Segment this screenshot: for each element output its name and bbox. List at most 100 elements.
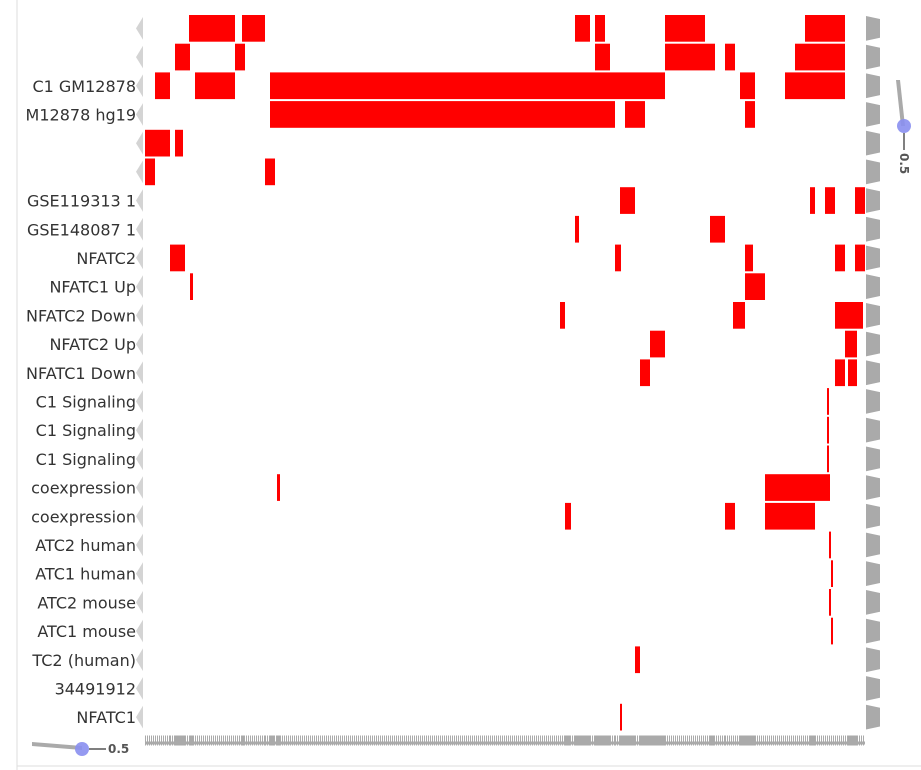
density-tick [180,735,181,746]
heatmap-cell[interactable] [270,101,615,128]
density-tick [683,735,684,746]
heatmap-cell[interactable] [640,359,650,387]
heatmap-cell[interactable] [635,646,640,674]
heatmap-cell[interactable] [827,416,829,444]
vertical-threshold-slider[interactable]: 0.5 [896,80,911,174]
density-tick [155,735,156,746]
heatmap-cell[interactable] [745,101,755,128]
heatmap-cell[interactable] [745,273,765,300]
heatmap-cells[interactable] [145,15,865,731]
heatmap-cell[interactable] [848,359,857,387]
heatmap-cell[interactable] [560,302,565,329]
heatmap-cell[interactable] [665,43,715,71]
heatmap-cell[interactable] [189,15,235,42]
heatmap-cell[interactable] [829,589,831,616]
density-tick [757,735,758,746]
heatmap-cell[interactable] [242,15,265,42]
heatmap-cell[interactable] [845,302,863,329]
density-tick [677,735,678,746]
heatmap-cell[interactable] [615,72,665,100]
heatmap-cell[interactable] [805,15,845,42]
density-tick [628,735,629,746]
heatmap-cell[interactable] [831,617,833,645]
density-tick [530,735,531,746]
density-tick [340,735,341,746]
heatmap-cell[interactable] [170,244,185,272]
density-tick [500,735,501,746]
density-tick [448,735,449,746]
heatmap-cell[interactable] [565,502,571,530]
heatmap-cell[interactable] [620,187,635,214]
heatmap-cell[interactable] [575,215,579,243]
density-tick [406,735,407,746]
density-tick [752,735,753,746]
heatmap-cell[interactable] [155,72,170,100]
density-tick [382,735,383,746]
density-tick [149,735,150,746]
heatmap-cell[interactable] [270,72,615,100]
heatmap-cell[interactable] [835,302,845,329]
heatmap-cell[interactable] [595,43,610,71]
density-tick [233,735,234,746]
heatmap-cell[interactable] [725,502,735,530]
heatmap-cell[interactable] [725,43,735,71]
density-tick [801,735,802,746]
density-tick [269,735,270,746]
heatmap-cell[interactable] [765,502,815,530]
density-tick [264,735,265,746]
heatmap-cell[interactable] [235,43,245,71]
density-tick [242,735,243,746]
heatmap-cell[interactable] [795,43,845,71]
heatmap-cell[interactable] [620,703,622,731]
heatmap-cell[interactable] [810,187,815,214]
heatmap-cell[interactable] [855,187,865,214]
density-tick [267,735,268,746]
heatmap-cell[interactable] [740,72,755,100]
heatmap-cell[interactable] [827,445,829,473]
heatmap-cell[interactable] [145,158,155,186]
heatmap-cell[interactable] [785,72,845,100]
heatmap-cell[interactable] [855,244,865,272]
heatmap-cell[interactable] [650,330,665,358]
density-tick [494,735,495,746]
density-tick [538,735,539,746]
heatmap-cell[interactable] [277,474,280,501]
heatmap-cell[interactable] [825,187,835,214]
density-tick [742,735,743,746]
heatmap-cell[interactable] [829,531,831,559]
density-tick [785,735,786,746]
heatmap-cell[interactable] [710,215,725,243]
horizontal-slider-handle[interactable] [75,742,89,756]
density-tick [360,735,361,746]
heatmap-cell[interactable] [175,129,183,157]
heatmap-cell[interactable] [765,474,830,501]
density-tick [169,735,170,746]
heatmap-cell[interactable] [835,244,845,272]
heatmap-cell[interactable] [745,244,753,272]
heatmap-cell[interactable] [831,560,833,587]
heatmap-cell[interactable] [265,158,275,186]
heatmap-cell[interactable] [175,43,190,71]
heatmap-cell[interactable] [827,388,829,415]
heatmap-cell[interactable] [575,15,590,42]
vertical-slider-handle[interactable] [897,119,911,133]
heatmap-cell[interactable] [733,302,745,329]
heatmap-cell[interactable] [195,72,235,100]
heatmap-cell[interactable] [625,101,645,128]
heatmap-cell[interactable] [615,244,621,272]
density-tick [853,735,854,746]
heatmap-cell[interactable] [845,330,857,358]
horizontal-threshold-slider[interactable]: 0.5 [32,742,129,756]
heatmap-cell[interactable] [595,15,605,42]
heatmap-cell[interactable] [665,15,705,42]
row-label: M12878 hg19 [26,105,136,124]
density-tick [753,735,754,746]
heatmap-cell[interactable] [190,273,193,300]
heatmap-cell[interactable] [835,359,845,387]
density-tick [544,735,545,746]
density-tick [663,735,664,746]
density-tick [474,735,475,746]
density-tick [747,735,748,746]
heatmap-cell[interactable] [145,129,170,157]
density-tick [675,735,676,746]
